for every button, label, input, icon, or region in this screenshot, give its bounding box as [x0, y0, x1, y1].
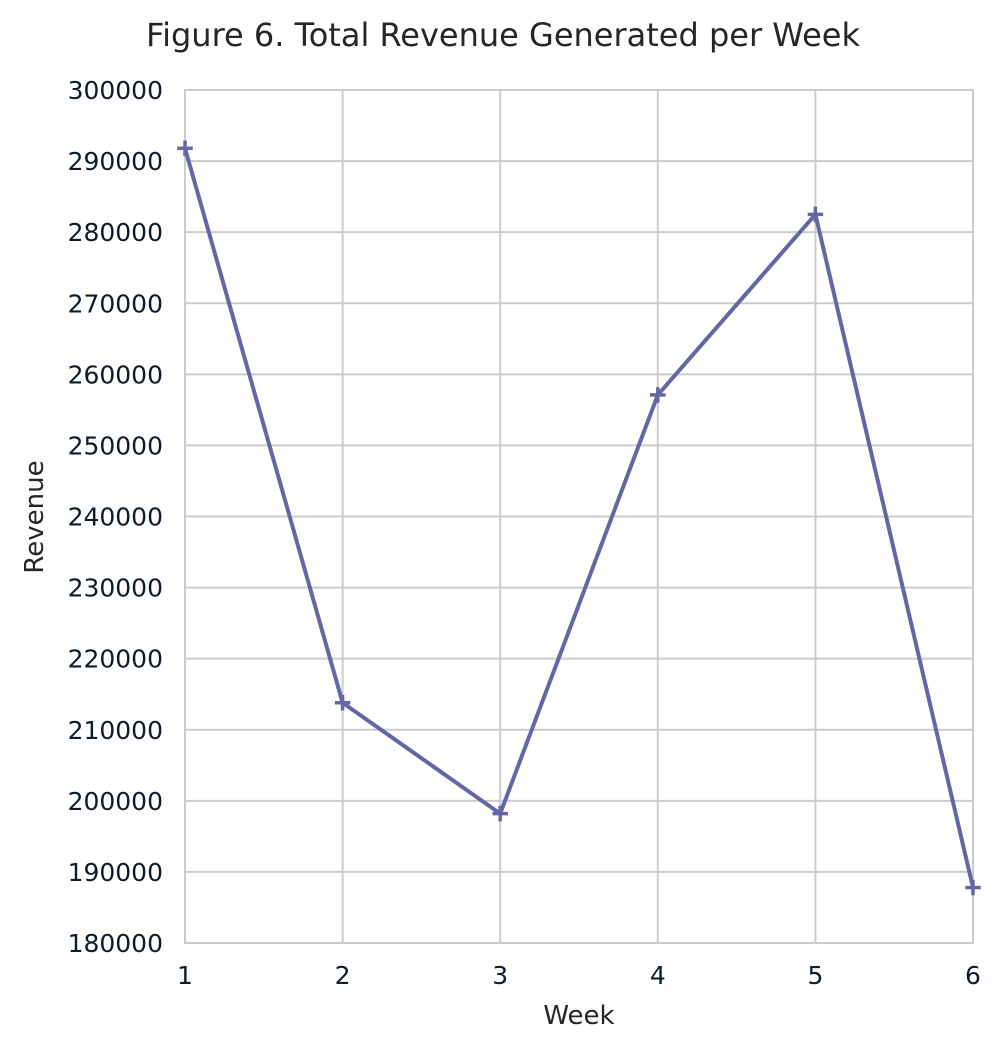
x-tick-label: 3: [492, 961, 508, 990]
y-tick-label: 240000: [68, 503, 163, 532]
x-tick-label: 4: [650, 961, 666, 990]
y-tick-label: 290000: [68, 147, 163, 176]
x-tick-label: 2: [335, 961, 351, 990]
y-tick-label: 300000: [68, 76, 163, 105]
series-layer: [177, 140, 981, 896]
y-tick-label: 180000: [68, 929, 163, 958]
y-tick-label: 230000: [68, 574, 163, 603]
grid-layer: [184, 89, 974, 944]
data-point-marker: [650, 387, 666, 403]
y-tick-label: 200000: [68, 787, 163, 816]
y-tick-label: 250000: [68, 431, 163, 460]
y-axis-label: Revenue: [20, 460, 50, 573]
data-point-marker: [334, 694, 351, 711]
y-tick-label: 260000: [68, 360, 163, 389]
y-tick-label: 190000: [68, 858, 163, 887]
y-axis-ticks: 180000 190000 200000 210000 220000 230000 2400…: [68, 76, 163, 958]
y-tick-label: 270000: [68, 289, 163, 318]
x-tick-label: 6: [965, 961, 981, 990]
y-tick-label: 220000: [68, 645, 163, 674]
data-point-marker: [965, 879, 981, 896]
y-tick-label: 210000: [68, 716, 163, 745]
data-point-marker: [492, 805, 508, 822]
x-tick-label: 1: [177, 961, 193, 990]
chart-title: Figure 6. Total Revenue Generated per We…: [146, 16, 860, 54]
plot-frame: [184, 89, 974, 944]
data-point-marker: [177, 140, 193, 157]
x-axis-label: Week: [543, 1001, 614, 1031]
x-tick-label: 5: [807, 961, 823, 990]
y-tick-label: 280000: [68, 218, 163, 247]
x-axis-ticks: 1 2 3 4 5 6: [177, 961, 981, 990]
data-point-marker: [807, 206, 824, 223]
revenue-line: [183, 146, 975, 890]
